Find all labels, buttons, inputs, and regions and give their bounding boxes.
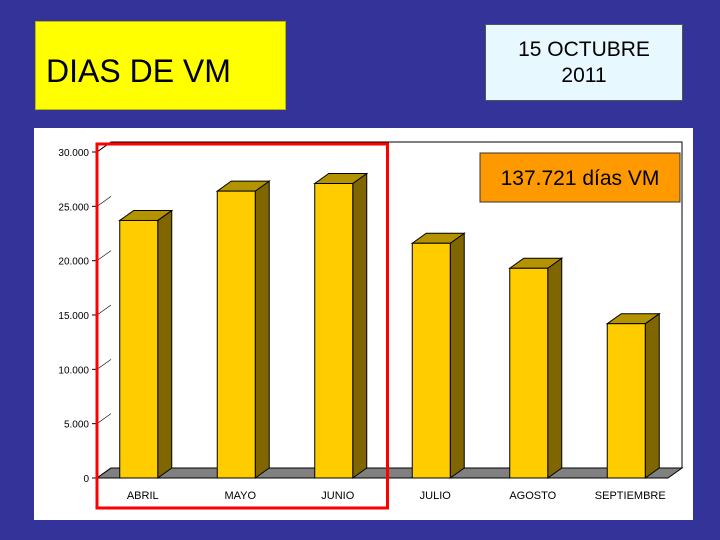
- total-annotation-text: 137.721 días VM: [501, 167, 660, 190]
- date-box: 15 OCTUBRE 2011: [485, 24, 683, 101]
- y-tick-depth: [96, 304, 112, 316]
- x-tick-label: SEPTIEMBRE: [595, 490, 666, 502]
- y-tick-label: 0: [83, 474, 89, 485]
- bar: [216, 190, 256, 479]
- y-tick-label: 10.000: [58, 365, 89, 376]
- x-tick-label: JUNIO: [321, 490, 354, 502]
- bar: [314, 183, 354, 479]
- y-tick-label: 5.000: [64, 420, 89, 431]
- y-tick-depth: [96, 250, 112, 261]
- date-line-2: 2011: [561, 63, 607, 87]
- bar: [606, 323, 646, 479]
- y-tick-depth: [96, 413, 112, 424]
- highlight-box: [95, 142, 389, 510]
- y-tick-label: 25.000: [58, 202, 89, 213]
- y-tick-depth: [96, 467, 112, 479]
- page-title: DIAS DE VM: [46, 53, 231, 89]
- y-tick-depth: [96, 196, 112, 207]
- y-tick-label: 20.000: [58, 257, 89, 268]
- title-box: DIAS DE VM: [35, 21, 286, 110]
- bar-side: [254, 180, 270, 479]
- bar-side: [449, 232, 465, 479]
- bar: [411, 242, 451, 479]
- x-tick-label: MAYO: [224, 490, 256, 502]
- bar: [509, 267, 549, 479]
- total-annotation-box: [479, 152, 681, 203]
- chart-floor: [95, 467, 684, 479]
- x-tick-label: JULIO: [420, 490, 452, 502]
- y-tick-depth: [96, 359, 112, 370]
- bar: [119, 219, 159, 479]
- bar-side: [352, 172, 368, 479]
- date-line-1: 15 OCTUBRE: [518, 37, 650, 61]
- bar-side: [547, 257, 563, 479]
- y-tick-label: 15.000: [58, 311, 89, 322]
- y-tick-label: 30.000: [58, 148, 89, 159]
- x-tick-label: ABRIL: [127, 490, 159, 502]
- x-tick-label: AGOSTO: [509, 490, 556, 502]
- bar-side: [644, 312, 660, 479]
- bar-side: [157, 209, 173, 479]
